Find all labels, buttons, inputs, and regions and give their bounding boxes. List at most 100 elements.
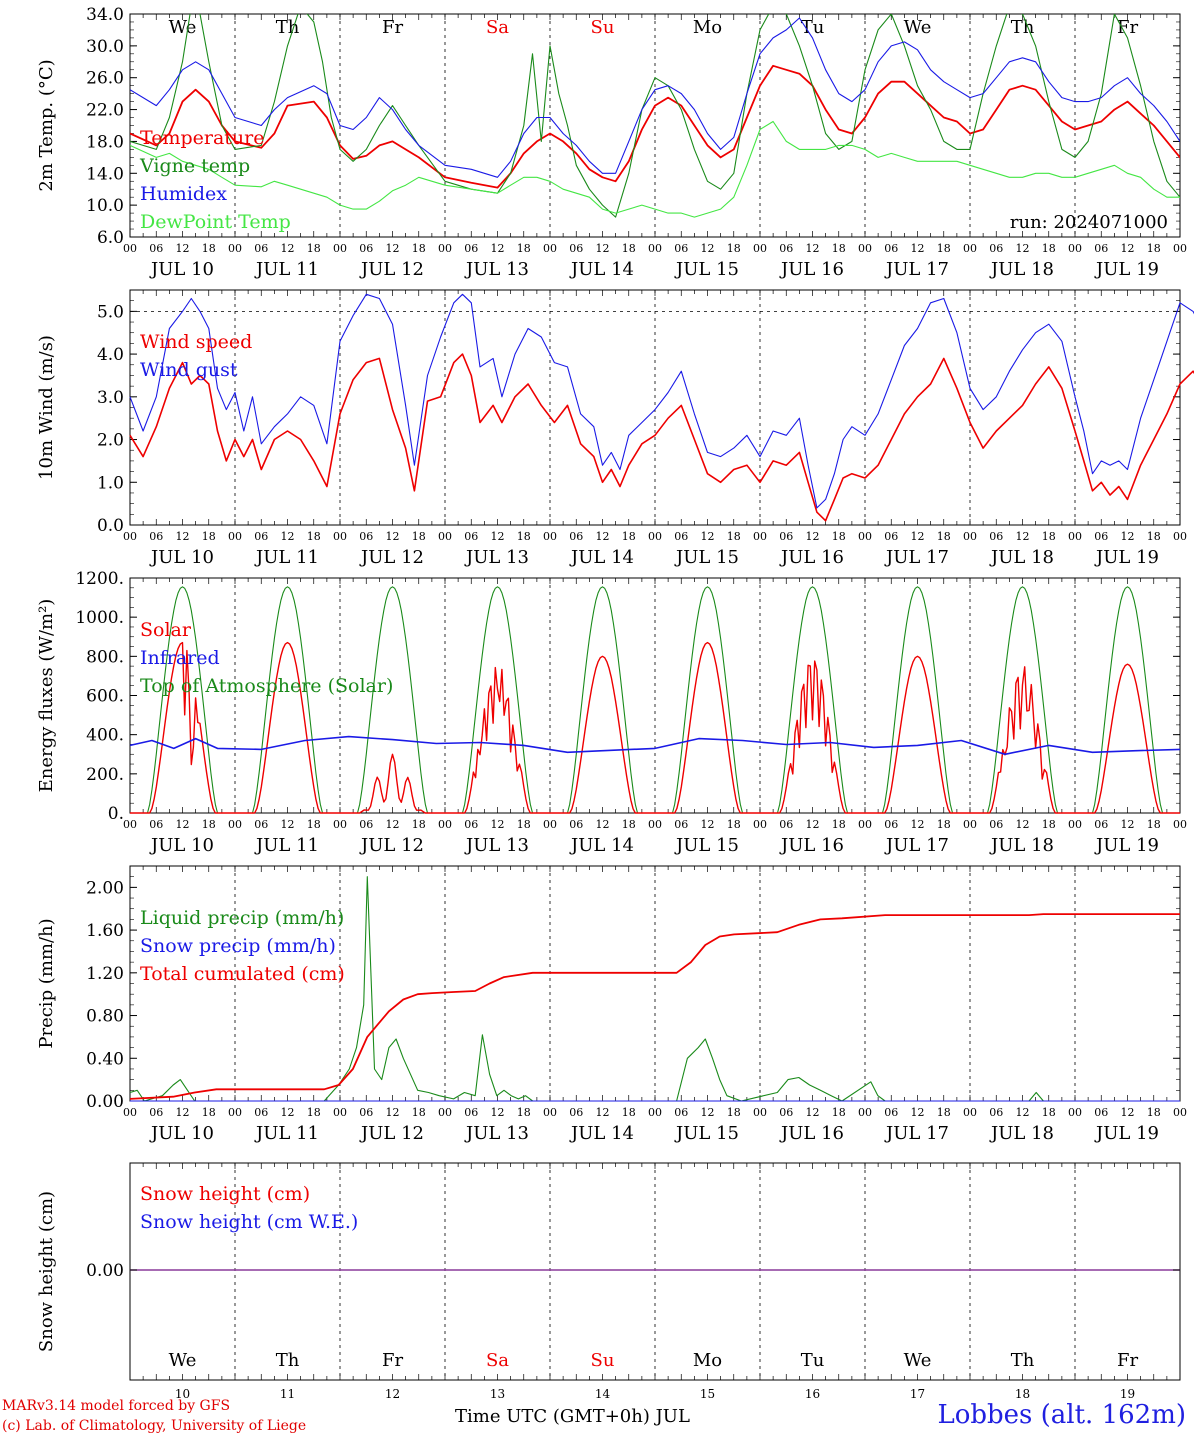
y-tick-label: 400. [86, 726, 124, 746]
weekday-label: Mo [693, 17, 722, 38]
hour-tick-label: 12 [281, 1106, 295, 1119]
date-label: JUL 15 [674, 547, 739, 568]
y-tick-label: 30.0 [86, 37, 124, 57]
y-tick-label: 0. [108, 804, 124, 824]
hour-tick-label: 00 [963, 818, 977, 831]
hour-tick-label: 18 [727, 242, 741, 255]
hour-tick-label: 00 [333, 242, 347, 255]
hour-tick-label: 00 [228, 242, 242, 255]
y-tick-label: 1.60 [86, 921, 124, 941]
y-tick-label: 1200. [75, 569, 124, 589]
hour-tick-label: 18 [307, 1106, 321, 1119]
y-tick-label: 3.0 [97, 388, 124, 408]
hour-tick-label: 06 [1094, 1106, 1108, 1119]
hour-tick-label: 06 [569, 1106, 583, 1119]
hour-tick-label: 12 [491, 1106, 505, 1119]
hour-tick-label: 12 [596, 1106, 610, 1119]
day-number-label: 14 [595, 1387, 611, 1400]
hour-tick-label: 18 [412, 818, 426, 831]
date-label: JUL 15 [674, 835, 739, 856]
hour-tick-label: 00 [753, 530, 767, 543]
date-label: JUL 13 [464, 259, 529, 280]
hour-tick-label: 00 [648, 1106, 662, 1119]
legend-entry: Temperature [140, 127, 264, 149]
hour-tick-label: 12 [1016, 242, 1030, 255]
hour-tick-label: 12 [491, 530, 505, 543]
hour-tick-label: 18 [202, 818, 216, 831]
hour-tick-label: 06 [149, 242, 163, 255]
y-tick-label: 34.0 [86, 5, 124, 25]
hour-tick-label: 12 [701, 530, 715, 543]
day-number-label: 13 [490, 1387, 505, 1400]
infrared-line [129, 735, 1181, 756]
legend-entry: Snow height (cm W.E.) [140, 1211, 358, 1233]
series-line [130, 120, 1180, 218]
weekday-label: We [169, 1350, 197, 1371]
weekday-label: Fr [382, 1350, 403, 1371]
hour-tick-label: 06 [464, 1106, 478, 1119]
hour-tick-label: 18 [622, 818, 636, 831]
day-number-label: 10 [175, 1387, 190, 1400]
hour-tick-label: 00 [648, 530, 662, 543]
y-axis-label: Precip (mm/h) [36, 918, 57, 1048]
hour-tick-label: 18 [727, 818, 741, 831]
hour-tick-label: 06 [884, 530, 898, 543]
legend-entry: Vigne temp [139, 155, 250, 177]
date-label: JUL 18 [989, 547, 1054, 568]
hour-tick-label: 06 [989, 818, 1003, 831]
legend-entry: Solar [140, 619, 192, 641]
y-tick-label: 5.0 [97, 302, 124, 322]
weekday-label: Sa [486, 17, 509, 38]
hour-tick-label: 12 [911, 530, 925, 543]
y-tick-label: 1.0 [97, 473, 124, 493]
series-line [130, 17, 1180, 178]
panel-3: 0. 200. 400. 600. 800. 1000. 1200. Energy fluxe… [36, 569, 1187, 856]
hour-tick-label: 06 [254, 818, 268, 831]
date-label: JUL 19 [1094, 835, 1159, 856]
hour-tick-label: 00 [123, 818, 137, 831]
run-annotation: run: 2024071000 [1010, 212, 1168, 233]
y-axis-label: 2m Temp. (°C) [36, 59, 57, 191]
legend-entry: DewPoint Temp [140, 211, 291, 233]
hour-tick-label: 06 [359, 530, 373, 543]
date-label: JUL 14 [569, 1123, 634, 1144]
hour-tick-label: 00 [333, 530, 347, 543]
hour-tick-label: 18 [202, 242, 216, 255]
hour-tick-label: 18 [937, 818, 951, 831]
hour-tick-label: 18 [727, 1106, 741, 1119]
hour-tick-label: 18 [1042, 1106, 1056, 1119]
hour-tick-label: 18 [832, 242, 846, 255]
hour-tick-label: 06 [779, 242, 793, 255]
hour-tick-label: 12 [701, 1106, 715, 1119]
hour-tick-label: 18 [832, 818, 846, 831]
hour-tick-label: 06 [359, 1106, 373, 1119]
y-tick-label: 600. [86, 687, 124, 707]
hour-tick-label: 12 [281, 818, 295, 831]
hour-tick-label: 12 [1016, 530, 1030, 543]
day-number-label: 17 [910, 1387, 925, 1400]
hour-tick-label: 00 [228, 1106, 242, 1119]
day-number-label: 16 [805, 1387, 820, 1400]
hour-tick-label: 06 [254, 530, 268, 543]
legend-entry: Top of Atmosphere (Solar) [140, 675, 393, 697]
legend-entry: Snow height (cm) [140, 1183, 310, 1205]
hour-tick-label: 00 [543, 818, 557, 831]
hour-tick-label: 12 [911, 242, 925, 255]
hour-tick-label: 06 [569, 242, 583, 255]
date-label: JUL 18 [989, 835, 1054, 856]
hour-tick-label: 00 [228, 818, 242, 831]
hour-tick-label: 06 [254, 1106, 268, 1119]
hour-tick-label: 12 [386, 1106, 400, 1119]
hour-tick-label: 06 [989, 1106, 1003, 1119]
date-label: JUL 14 [569, 259, 634, 280]
hour-tick-label: 06 [674, 242, 688, 255]
date-label: JUL 12 [359, 1123, 424, 1144]
date-label: JUL 10 [149, 1123, 214, 1144]
weekday-label: Th [276, 1350, 300, 1371]
y-tick-label: 10.0 [86, 196, 124, 216]
hour-tick-label: 00 [753, 1106, 767, 1119]
series-line [130, 14, 1180, 218]
hour-tick-label: 06 [1094, 818, 1108, 831]
y-tick-label: 4.0 [97, 345, 124, 365]
hour-tick-label: 18 [937, 530, 951, 543]
